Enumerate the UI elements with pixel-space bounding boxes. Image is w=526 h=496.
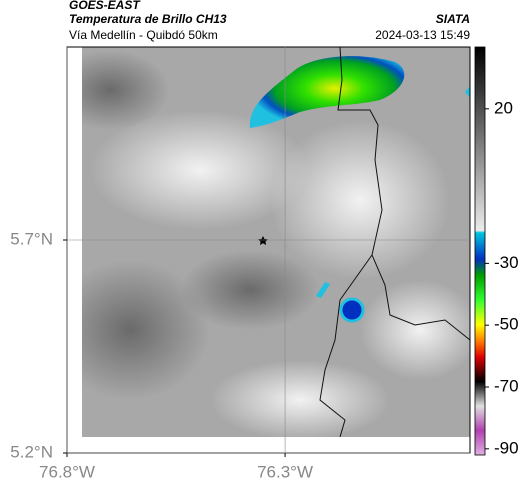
satellite-image [82,47,470,437]
source: SIATA [436,12,470,26]
subtitle: Temperatura de Brillo CH13 [69,12,227,26]
route: Vía Medellín - Quibdó 50km [69,28,218,42]
colorbar-tick-label: -30 [494,253,519,272]
y-tick-label: 5.7°N [10,229,53,248]
colorbar-tick-label: -90 [494,438,519,457]
colorbar [474,46,486,456]
colorbar-tick-label: -50 [494,315,519,334]
x-tick-label: 76.3°W [257,462,313,481]
timestamp: 2024-03-13 15:49 [375,28,470,42]
title: GOES-EAST [69,0,141,12]
colorbar-tick-label: -70 [494,376,519,395]
x-tick-label: 76.8°W [39,462,95,481]
y-tick-label: 5.2°N [10,442,53,461]
colorbar-tick-label: 20 [494,98,513,117]
